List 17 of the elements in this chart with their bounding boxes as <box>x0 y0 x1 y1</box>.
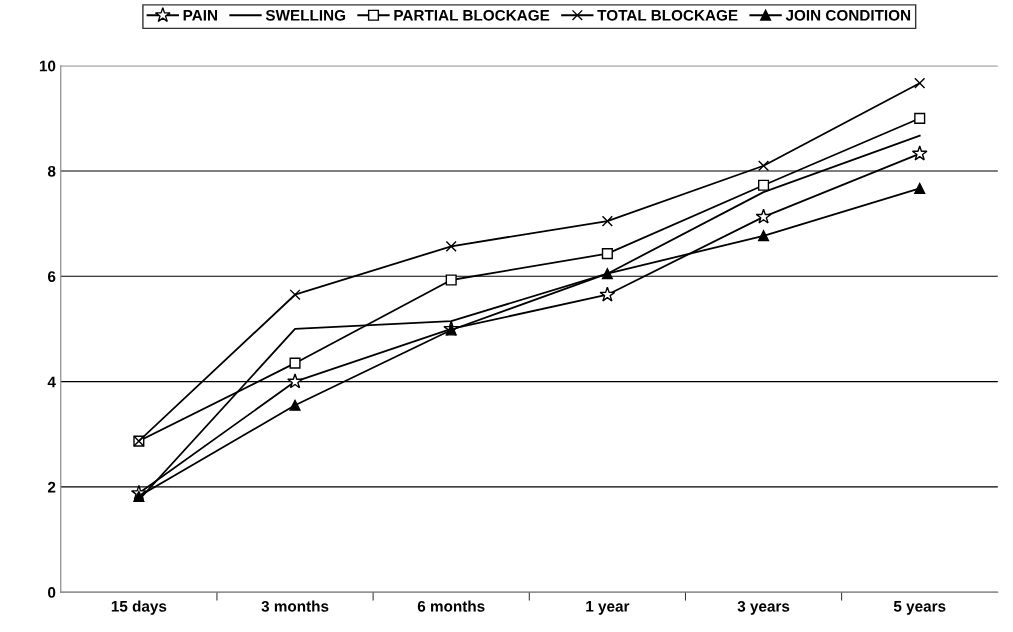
x-tick-label: 3 years <box>737 600 790 615</box>
x-tick-label: 1 year <box>586 601 630 615</box>
y-tick-label: 4 <box>47 376 56 388</box>
legend-label: PAIN <box>183 10 217 21</box>
x-tick-label: 6 months <box>417 600 485 612</box>
y-tick-label: 0 <box>48 587 56 598</box>
x-tick-label: 15 days <box>111 600 167 615</box>
y-tick-label: 2 <box>47 481 56 493</box>
x-tick-label: 3 months <box>261 600 329 612</box>
y-tick-label: 8 <box>47 165 56 177</box>
y-tick-label: 10 <box>39 60 56 72</box>
legend-label: TOTAL BLOCKAGE <box>597 9 738 21</box>
x-tick-label: 5 years <box>893 601 946 615</box>
legend-label: PARTIAL BLOCKAGE <box>394 9 550 21</box>
y-tick-label: 6 <box>47 271 56 282</box>
legend-label: JOIN CONDITION <box>785 9 911 21</box>
legend-label: SWELLING <box>265 9 346 21</box>
